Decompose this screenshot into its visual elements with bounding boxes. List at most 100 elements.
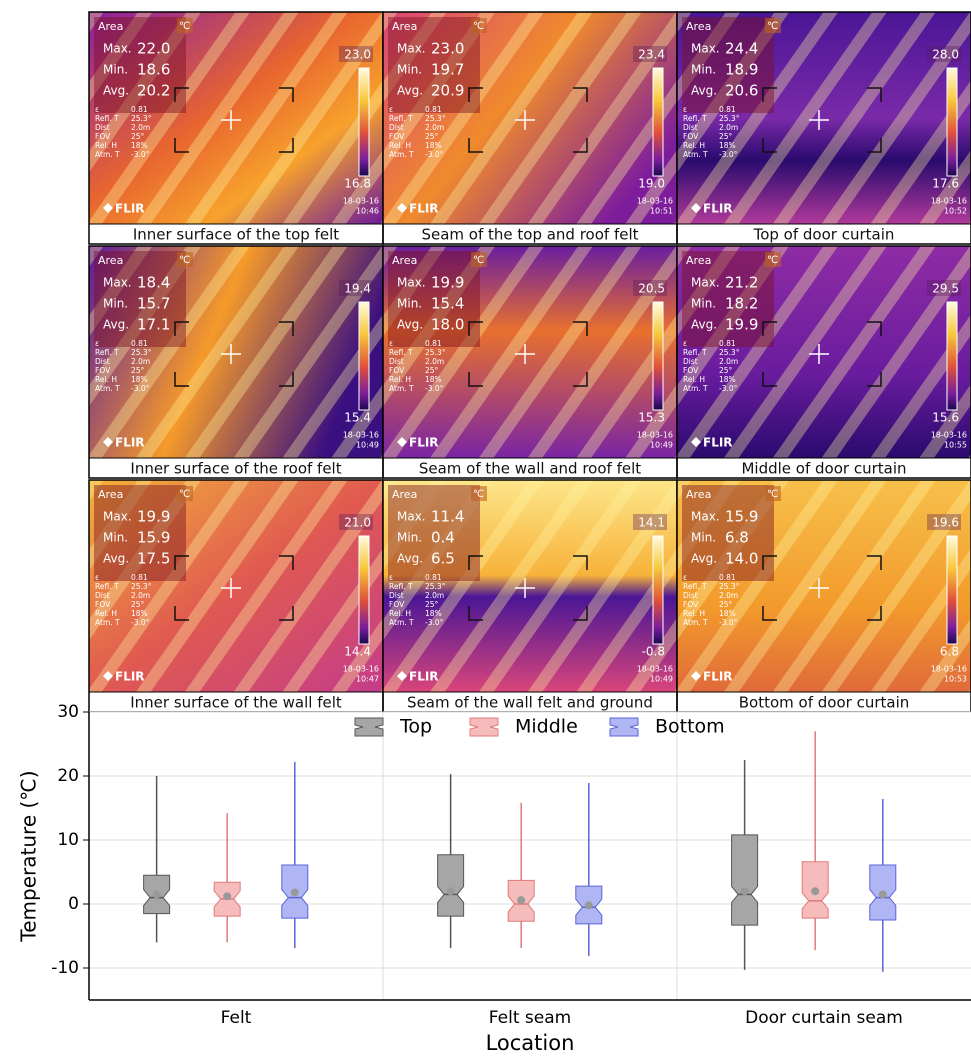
overlay-text: 25.3°	[719, 348, 740, 357]
overlay-text: ε	[95, 339, 99, 348]
overlay-text: -0.8	[642, 645, 665, 659]
y-tick-label: 20	[57, 766, 79, 786]
overlay-text: ε	[683, 105, 687, 114]
overlay-text: 18%	[719, 609, 736, 618]
x-tick-label: Felt seam	[489, 1008, 571, 1028]
overlay-text: FLIR	[703, 202, 733, 216]
overlay-text: Max.	[103, 276, 132, 290]
caption: Middle of door curtain	[741, 460, 906, 478]
box	[732, 835, 758, 925]
x-tick-label: Door curtain seam	[745, 1008, 903, 1028]
overlay-text: 2.0m	[131, 123, 150, 132]
overlay-text: Dist	[683, 123, 698, 132]
overlay-text: 18-03-16	[343, 197, 379, 206]
caption: Inner surface of the wall felt	[130, 694, 342, 712]
caption: Seam of the top and roof felt	[421, 226, 638, 244]
overlay-text: 25°	[425, 366, 439, 375]
overlay-text: 18-03-16	[637, 197, 673, 206]
overlay-text: FOV	[683, 600, 699, 609]
overlay-text: ℃	[767, 21, 778, 32]
thermal-panel: Area℃Max.18.4Min.15.7Avg.17.1ε0.81Refl. …	[89, 246, 383, 478]
overlay-text: -3.0°	[131, 384, 150, 393]
overlay-text: Dist	[683, 357, 698, 366]
overlay-text: Min.	[691, 297, 716, 311]
overlay-text: ε	[683, 339, 687, 348]
overlay-text: 10:51	[650, 207, 673, 216]
overlay-text: ℃	[767, 489, 778, 500]
color-scale	[653, 68, 663, 176]
overlay-text: 25.3°	[131, 114, 152, 123]
overlay-text: 19.6	[932, 516, 959, 530]
overlay-text: Min.	[397, 297, 422, 311]
mean	[291, 888, 299, 896]
overlay-text: 25.3°	[131, 582, 152, 591]
overlay-text: FOV	[683, 132, 699, 141]
overlay-text: -3.0°	[131, 150, 150, 159]
overlay-text: 20.5	[638, 282, 665, 296]
overlay-text: Refl. T	[95, 582, 119, 591]
overlay-text: 25.3°	[719, 582, 740, 591]
caption: Seam of the wall felt and ground	[407, 694, 653, 712]
overlay-text: Max.	[103, 510, 132, 524]
overlay-text: Max.	[397, 510, 426, 524]
overlay-text: 21.0	[344, 516, 371, 530]
overlay-text: 18-03-16	[931, 431, 967, 440]
overlay-text: Atm. T	[389, 618, 414, 627]
overlay-text: 0.4	[431, 529, 455, 547]
overlay-text: ε	[95, 573, 99, 582]
overlay-text: 6.5	[431, 550, 455, 568]
overlay-text: Max.	[691, 276, 720, 290]
overlay-text: 15.4	[344, 411, 371, 425]
legend-label: Bottom	[655, 716, 725, 738]
overlay-text: FOV	[683, 366, 699, 375]
overlay-text: 10:47	[356, 675, 379, 684]
overlay-text: 23.0	[431, 40, 464, 58]
overlay-text: -3.0°	[719, 618, 738, 627]
overlay-text: 16.8	[344, 177, 371, 191]
x-axis-title: Location	[486, 1031, 575, 1055]
overlay-text: 18%	[425, 375, 442, 384]
overlay-text: 18%	[719, 375, 736, 384]
overlay-text: 2.0m	[131, 357, 150, 366]
overlay-text: Min.	[103, 531, 128, 545]
overlay-text: 18-03-16	[931, 197, 967, 206]
overlay-text: 19.9	[431, 274, 464, 292]
caption: Top of door curtain	[753, 226, 895, 244]
y-tick-label: -10	[51, 958, 79, 978]
overlay-text: -3.0°	[719, 150, 738, 159]
overlay-text: 14.1	[638, 516, 665, 530]
overlay-text: Area	[686, 20, 711, 33]
overlay-text: FLIR	[703, 436, 733, 450]
legend-label: Top	[399, 716, 432, 738]
overlay-text: 0.81	[425, 339, 442, 348]
overlay-text: 2.0m	[719, 123, 738, 132]
color-scale	[359, 68, 369, 176]
overlay-text: Min.	[397, 531, 422, 545]
overlay-text: 0.81	[719, 573, 736, 582]
overlay-text: Area	[686, 254, 711, 267]
overlay-text: Refl. T	[389, 582, 413, 591]
overlay-text: 18.4	[137, 274, 170, 292]
overlay-text: ε	[389, 573, 393, 582]
overlay-text: 25°	[425, 132, 439, 141]
y-tick-label: 30	[57, 702, 79, 722]
overlay-text: 20.2	[137, 82, 170, 100]
overlay-text: 2.0m	[425, 591, 444, 600]
overlay-text: Dist	[95, 357, 110, 366]
overlay-text: FLIR	[703, 670, 733, 684]
overlay-text: Refl. T	[95, 114, 119, 123]
overlay-text: 22.0	[137, 40, 170, 58]
overlay-text: 25°	[425, 600, 439, 609]
overlay-text: 17.5	[137, 550, 170, 568]
plot-area	[89, 712, 971, 1000]
overlay-text: 10:46	[356, 207, 379, 216]
color-scale	[359, 536, 369, 644]
overlay-text: 18%	[425, 141, 442, 150]
color-scale	[947, 302, 957, 410]
overlay-text: ℃	[179, 21, 190, 32]
overlay-text: 25.3°	[425, 114, 446, 123]
